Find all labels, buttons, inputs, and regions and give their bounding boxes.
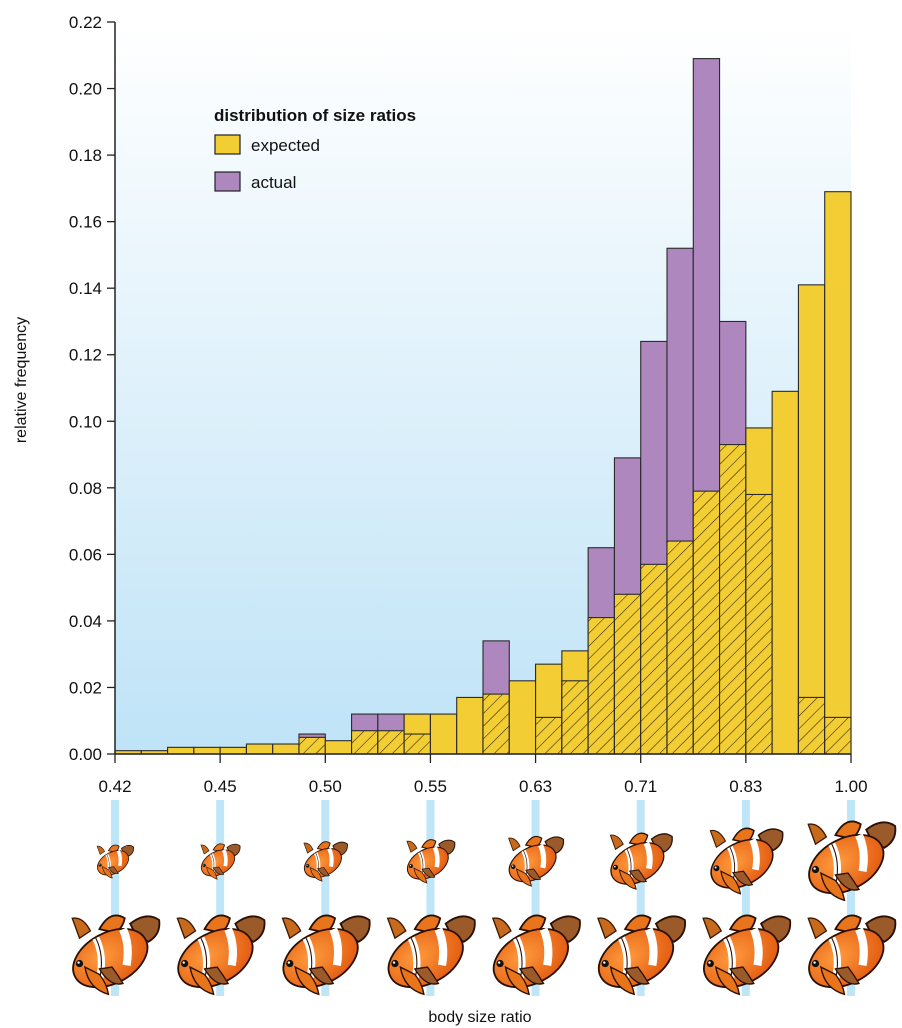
- x-tick-label: 0.83: [729, 777, 762, 796]
- ratio-stripe: [847, 800, 855, 996]
- ratio-stripe: [111, 800, 119, 996]
- x-axis-title: body size ratio: [428, 1009, 531, 1026]
- legend-swatch-expected: [214, 134, 241, 155]
- x-tick-label: 0.42: [98, 777, 131, 796]
- bar-overlap: [745, 493, 773, 755]
- bar-overlap: [403, 733, 431, 755]
- ratio-stripe: [216, 800, 225, 996]
- ratio-stripe: [636, 800, 645, 996]
- x-tick-label: 0.71: [624, 777, 657, 796]
- x-axis-ticks: 0.42 0.45 0.50 0.55 0.63 0.71 0.83 1.00: [98, 754, 868, 796]
- y-tick-label: 0.02: [69, 678, 102, 697]
- y-tick-label: 0.08: [69, 479, 102, 498]
- bar-expected: [771, 390, 799, 755]
- bar-overlap: [797, 696, 826, 755]
- legend-label-expected: expected: [251, 136, 320, 155]
- legend-label-actual: actual: [251, 173, 296, 192]
- legend-title: distribution of size ratios: [214, 106, 416, 125]
- bar-overlap: [613, 593, 642, 755]
- y-axis-title: relative frequency: [13, 317, 30, 443]
- ratio-stripe: [426, 800, 435, 996]
- bars-layer: [114, 58, 852, 755]
- bar-overlap: [561, 680, 589, 755]
- ratio-stripe: [741, 800, 750, 996]
- y-axis-ticks: 0.00 0.02 0.04 0.06 0.08 0.10 0.12 0.14 0.16 0.18…: [69, 13, 115, 764]
- bar-overlap: [482, 693, 510, 755]
- y-tick-label: 0.22: [69, 13, 102, 32]
- y-tick-label: 0.12: [69, 346, 102, 365]
- bar-expected: [456, 696, 484, 755]
- legend: distribution of size ratios expected act…: [214, 106, 416, 192]
- y-tick-label: 0.18: [69, 146, 102, 165]
- x-tick-label: 0.55: [414, 777, 447, 796]
- y-tick-label: 0.14: [69, 279, 102, 298]
- y-tick-label: 0.00: [69, 745, 102, 764]
- bar-expected: [245, 743, 274, 755]
- legend-swatch-actual: [214, 171, 241, 192]
- bar-expected: [272, 743, 300, 755]
- bar-expected: [219, 746, 247, 755]
- bar-expected: [429, 713, 458, 755]
- bar-overlap: [640, 563, 668, 755]
- bar-overlap: [351, 730, 379, 755]
- y-tick-label: 0.20: [69, 80, 102, 99]
- x-tick-label: 0.63: [519, 777, 552, 796]
- ratio-stripe: [321, 800, 330, 996]
- y-tick-label: 0.10: [69, 412, 102, 431]
- x-tick-label: 0.50: [309, 777, 342, 796]
- bar-overlap: [719, 444, 747, 755]
- y-tick-label: 0.04: [69, 612, 102, 631]
- x-tick-label: 0.45: [204, 777, 237, 796]
- bar-overlap: [666, 540, 694, 755]
- ratio-stripe: [531, 800, 540, 996]
- bar-expected: [324, 740, 353, 755]
- bar-overlap: [298, 736, 326, 755]
- x-tick-label: 1.00: [834, 777, 867, 796]
- bar-expected: [167, 746, 195, 755]
- y-tick-label: 0.16: [69, 213, 102, 232]
- bar-overlap: [824, 716, 852, 755]
- bar-expected: [193, 746, 221, 755]
- bar-expected: [508, 680, 537, 755]
- bar-overlap: [692, 490, 721, 755]
- bar-expected: [797, 284, 826, 755]
- clownfish-illustrations: [63, 821, 895, 999]
- bar-overlap: [535, 716, 563, 755]
- bar-overlap: [377, 730, 405, 755]
- ratio-guide-stripes: [111, 800, 855, 996]
- bar-expected: [824, 191, 852, 755]
- bar-overlap: [587, 617, 615, 755]
- y-tick-label: 0.06: [69, 545, 102, 564]
